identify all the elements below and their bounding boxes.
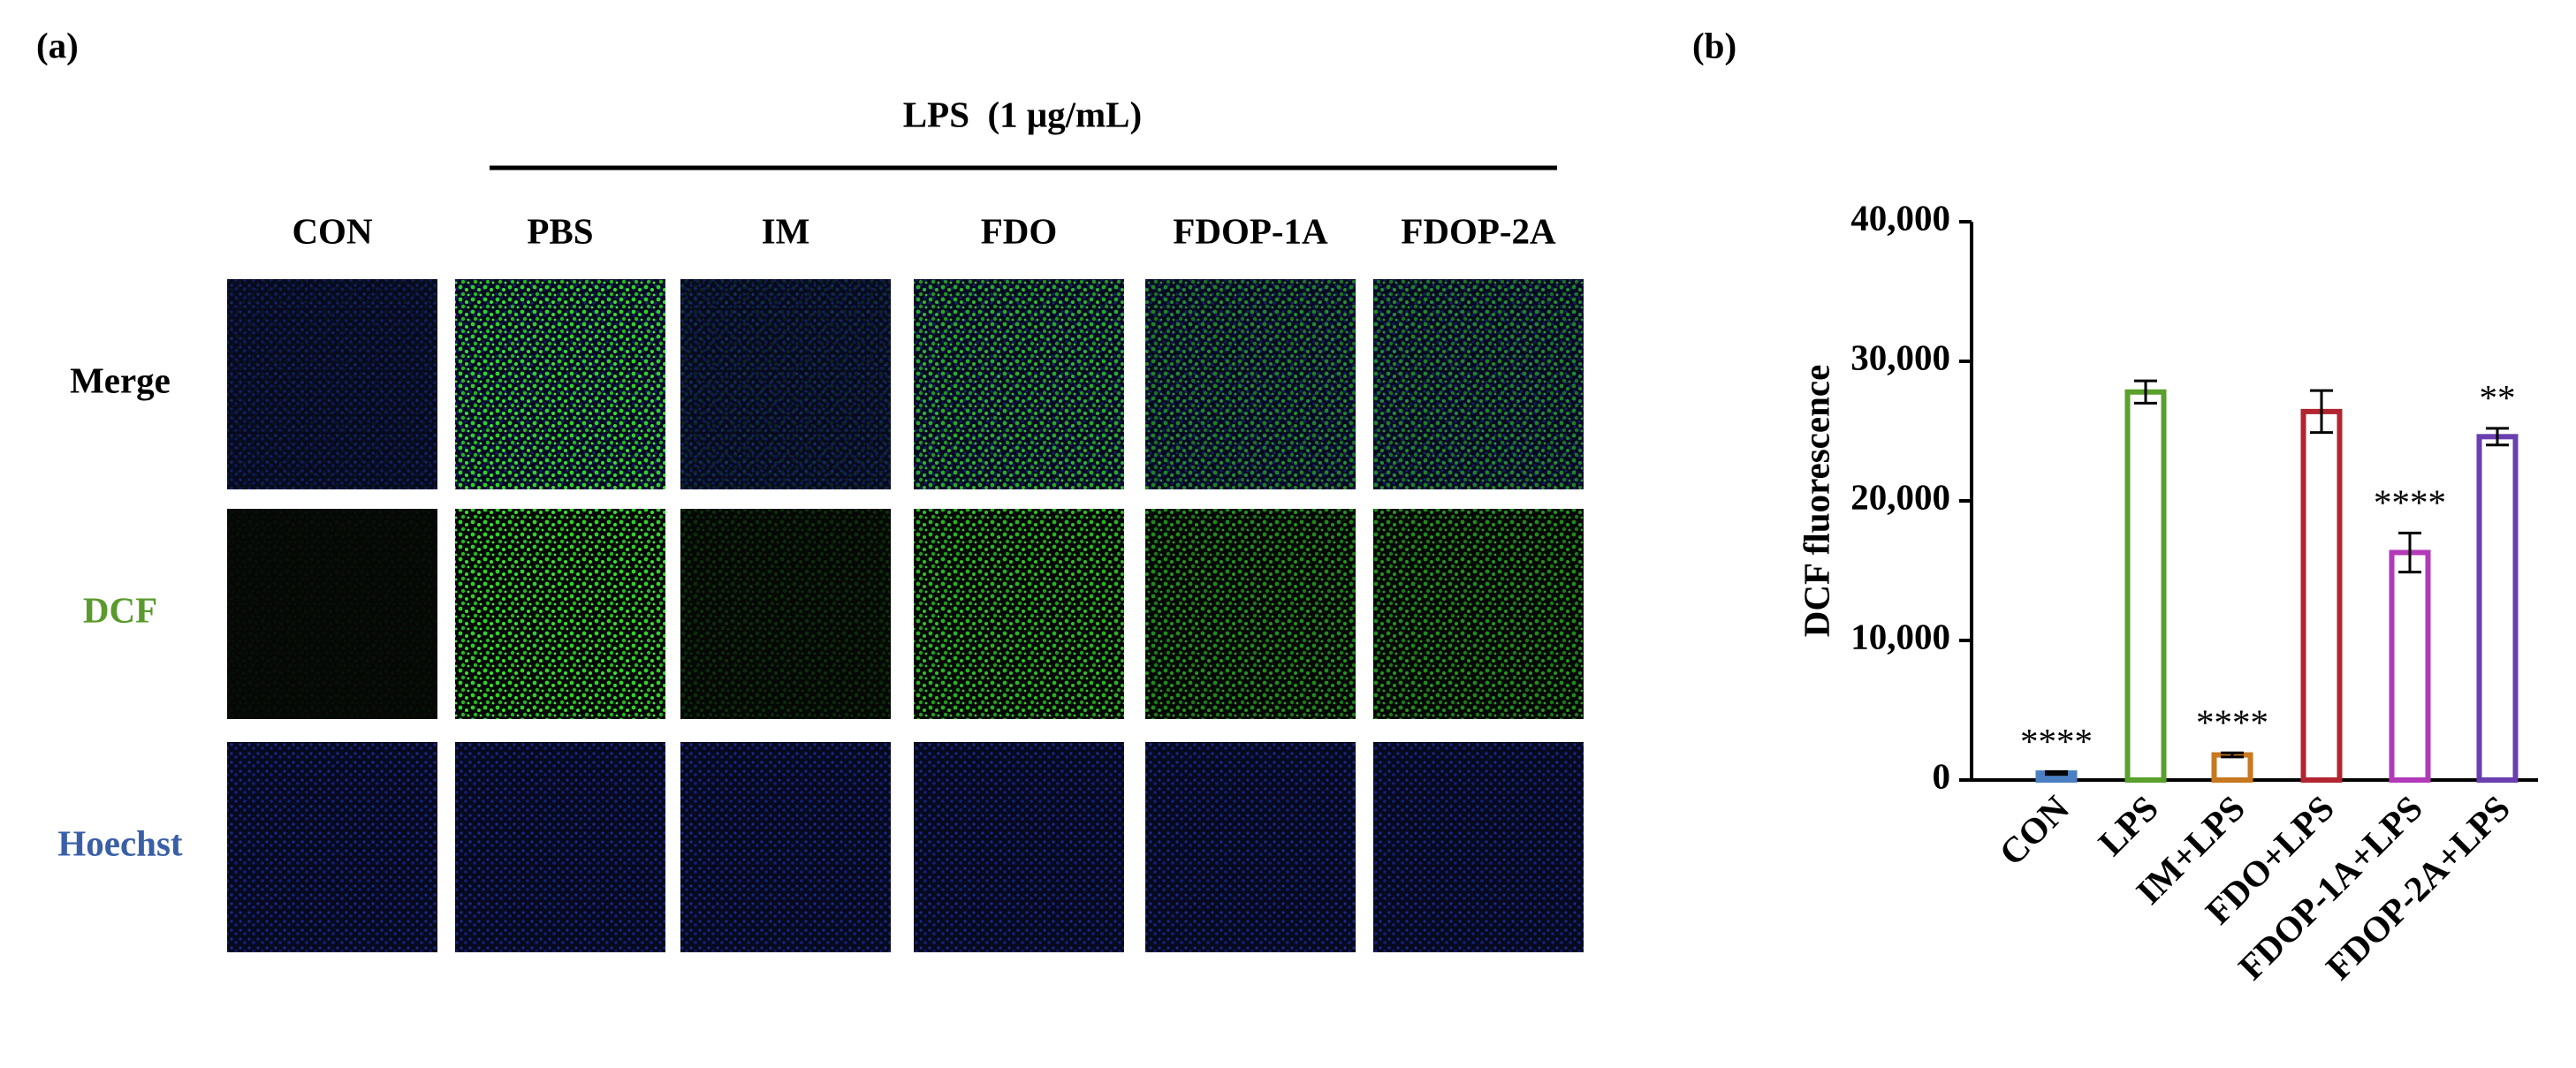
- micrograph-nuclei: [1373, 742, 1584, 952]
- significance: ****: [2196, 702, 2268, 743]
- micrograph-nuclei: [914, 742, 1124, 952]
- column-label: CON: [292, 210, 373, 251]
- micrograph-nuclei: [680, 742, 891, 952]
- x-tick-label: LPS: [2090, 787, 2166, 863]
- column-label: IM: [762, 210, 810, 251]
- row-label: DCF: [83, 589, 157, 630]
- micrograph-signal: [1373, 279, 1584, 489]
- row-label: Hoechst: [57, 822, 183, 863]
- panel-label: (b): [1692, 25, 1736, 65]
- column-label: PBS: [527, 210, 593, 251]
- image-grid: CON PBS IM FDO FDOP-1A FDOP-2A Merge DCF Hoechst: [57, 210, 1584, 952]
- micrograph-nuclei: [227, 742, 437, 952]
- micrograph-signal: [680, 509, 891, 719]
- bar: [2476, 434, 2519, 783]
- micrograph-signal: [455, 509, 665, 719]
- bar: [2124, 389, 2167, 783]
- y-tick-label: 40,000: [1850, 197, 1950, 238]
- significance: ****: [2020, 721, 2093, 761]
- y-axis-label: DCF fluorescence: [1796, 365, 1836, 638]
- micrograph-signal: [680, 279, 891, 489]
- significance: ****: [2374, 482, 2446, 523]
- micrograph-nuclei: [455, 742, 665, 952]
- micrograph-signal: [455, 279, 665, 489]
- column-label: FDO: [981, 210, 1058, 251]
- micrograph-signal: [1145, 509, 1356, 719]
- y-tick-label: 0: [1933, 755, 1951, 796]
- y-tick-label: 20,000: [1850, 476, 1950, 517]
- panel-label: (a): [36, 25, 79, 65]
- micrograph-signal: [227, 279, 437, 489]
- treatment-label: LPS (1 μg/mL): [903, 94, 1142, 134]
- row-label: Merge: [70, 360, 171, 400]
- x-tick-label: CON: [1991, 787, 2077, 873]
- significance: **: [2480, 377, 2516, 418]
- y-tick-label: 10,000: [1850, 616, 1950, 656]
- column-label: FDOP-1A: [1173, 210, 1328, 251]
- micrograph-signal: [227, 509, 437, 719]
- column-label: FDOP-2A: [1401, 210, 1556, 251]
- micrograph-nuclei: [1145, 742, 1356, 952]
- micrograph-signal: [914, 279, 1124, 489]
- y-tick-label: 30,000: [1850, 337, 1950, 377]
- micrograph-signal: [1373, 509, 1584, 719]
- micrograph-signal: [914, 509, 1124, 719]
- bar: [2211, 752, 2253, 783]
- micrograph-signal: [1145, 279, 1356, 489]
- bar: [2389, 549, 2431, 784]
- bar: [2300, 408, 2343, 783]
